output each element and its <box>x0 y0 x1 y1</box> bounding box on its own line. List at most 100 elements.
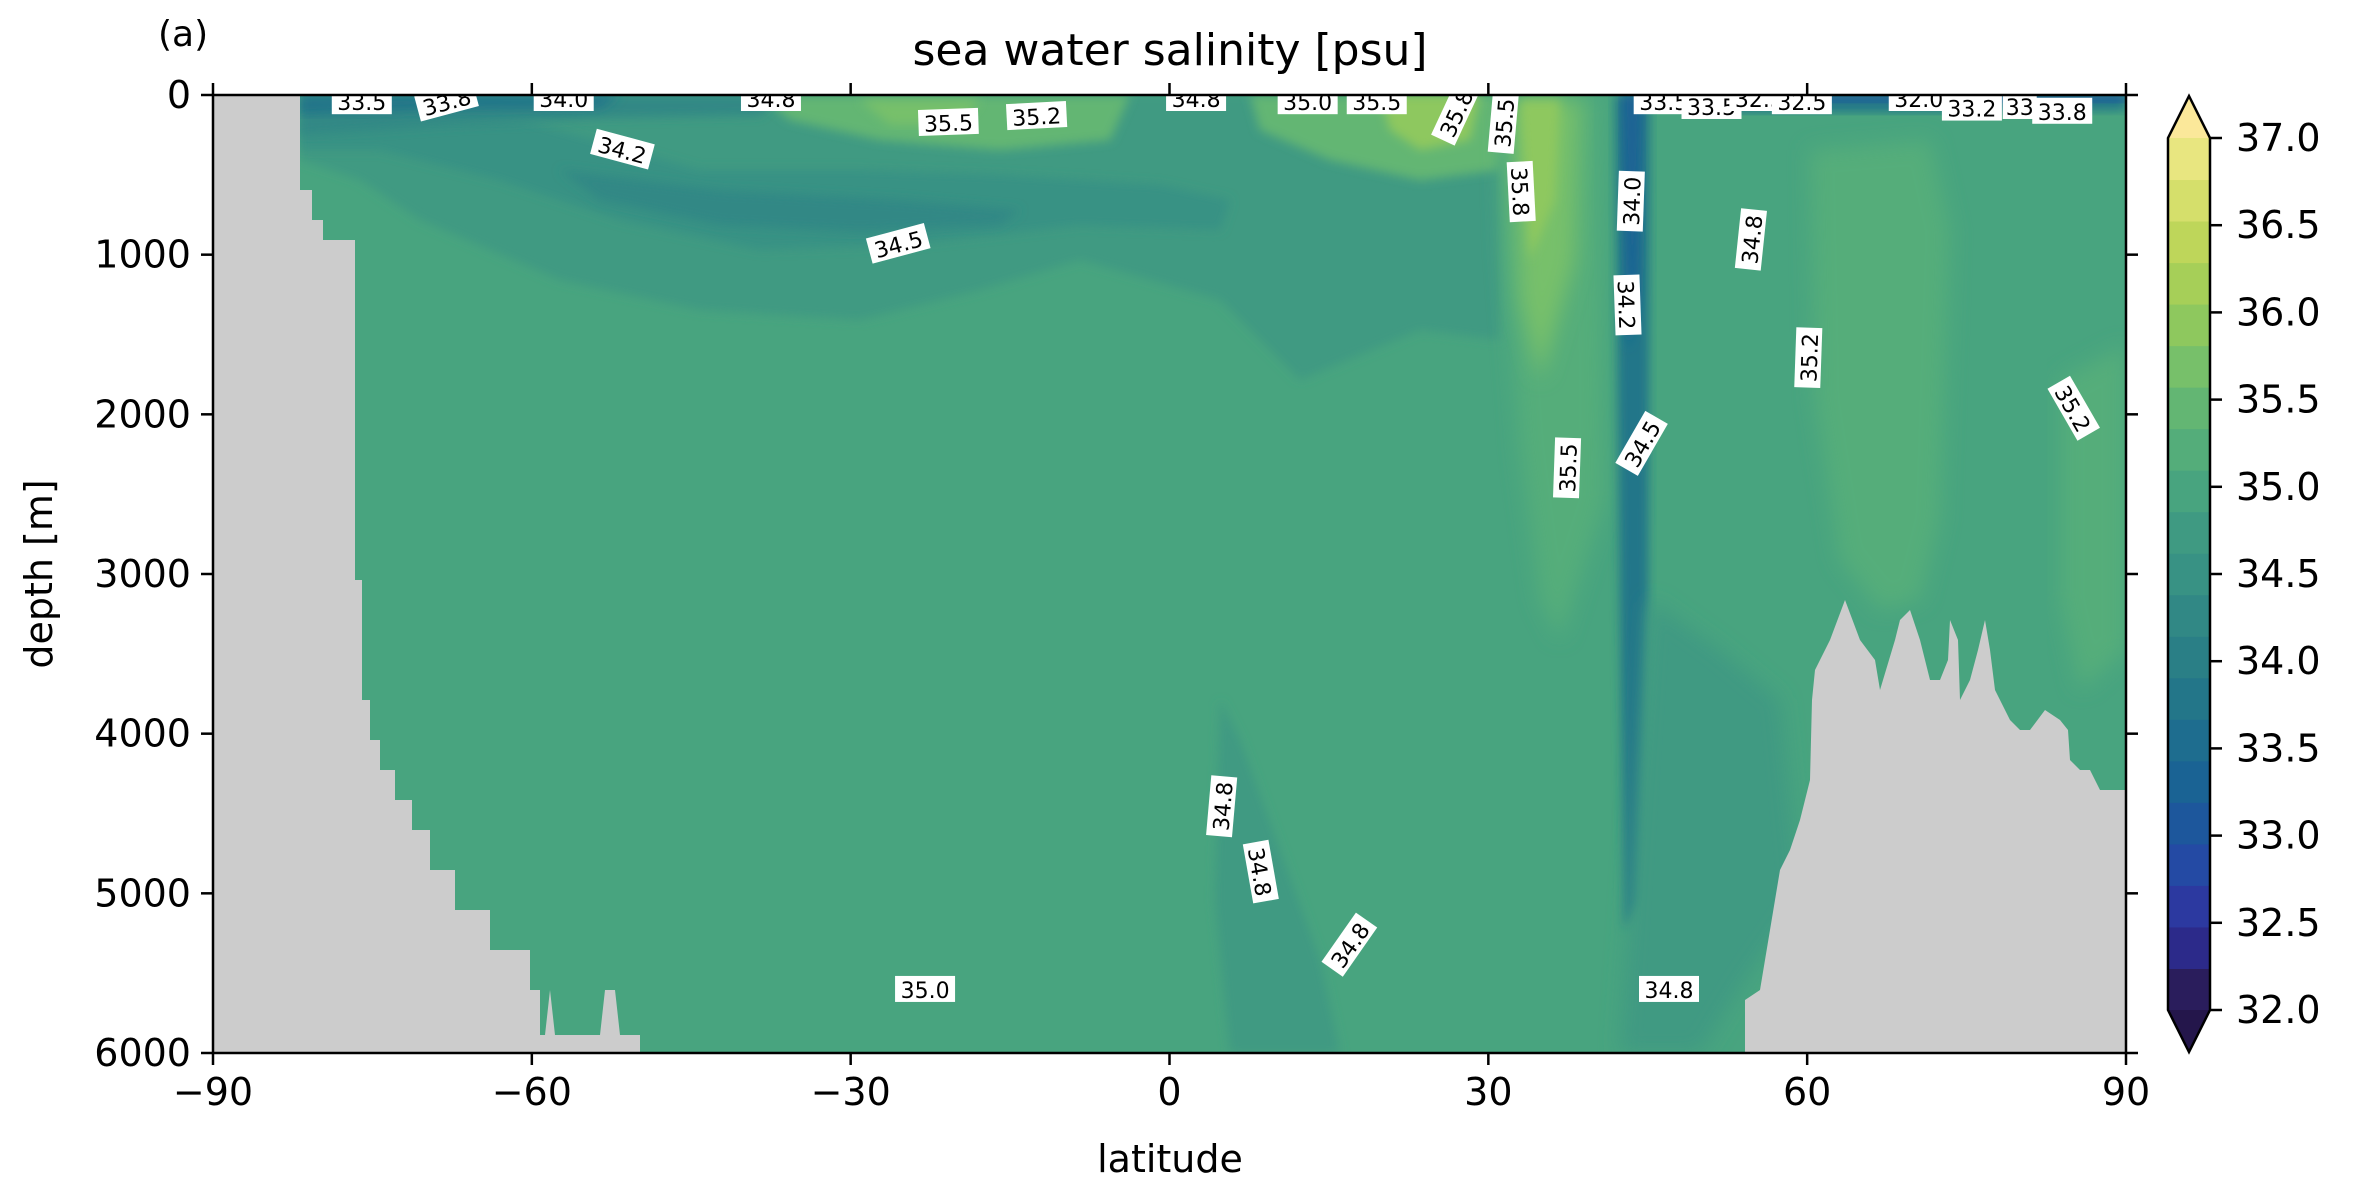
contour-label-text: 32.0 <box>1894 88 1943 113</box>
colorbar-swatch <box>2168 179 2210 222</box>
colorbar-swatch <box>2168 304 2210 347</box>
colorbar-swatch <box>2168 262 2210 305</box>
colorbar-swatch <box>2168 677 2210 720</box>
colorbar-swatch <box>2168 843 2210 886</box>
contour-label-text: 33.5 <box>1687 96 1736 121</box>
contour-label-box <box>1346 95 1407 115</box>
contour-label: 34.8 <box>1734 208 1768 271</box>
contour-label-text: 35.0 <box>901 979 950 1004</box>
contour-label-box <box>740 95 801 111</box>
contour-label-text: 33.5 <box>1639 91 1688 116</box>
contour-label: 34.8 <box>1206 775 1239 838</box>
contour-label-box <box>1616 170 1645 232</box>
north-atlantic-salty-fill <box>1810 140 1950 610</box>
y-tick-label: 1000 <box>94 233 191 277</box>
bathymetry-land <box>213 95 2126 1053</box>
contour-label-box <box>865 223 931 264</box>
colorbar-swatch <box>2168 387 2210 430</box>
colorbar-tick-label: 35.0 <box>2236 465 2321 509</box>
colorbar-swatch <box>2168 553 2210 596</box>
y-tick-label: 6000 <box>94 1031 191 1075</box>
contour-label-box <box>1941 95 2002 121</box>
x-axis-label: latitude <box>1097 1137 1243 1181</box>
contour-label: 35.5 <box>917 107 979 138</box>
contour-label-box <box>590 128 655 170</box>
contour-label-box <box>2032 97 2093 124</box>
colorbar-tick-label: 37.0 <box>2236 116 2321 160</box>
contour-label-text: 32.5 <box>1735 88 1784 113</box>
contour-label-box <box>1681 95 1742 119</box>
contour-label-text: 35.2 <box>1797 333 1824 383</box>
y-axis: 0 1000 2000 3000 4000 5000 6000 <box>94 73 2138 1075</box>
colorbar-swatch <box>2168 470 2210 513</box>
y-tick-label: 4000 <box>94 712 191 756</box>
colorbar-tick-label: 36.0 <box>2236 290 2321 334</box>
contour-label-box <box>1639 975 1700 1002</box>
contour-label-text: 35.5 <box>924 111 974 138</box>
contour-label: 34.8 <box>1639 975 1700 1004</box>
equatorial-deep-fresher-fill <box>1215 700 1340 1053</box>
y-tick-label: 5000 <box>94 871 191 915</box>
contour-label-box <box>2002 95 2037 119</box>
y-tick-label: 2000 <box>94 392 191 436</box>
contour-label-text: 34.2 <box>1612 280 1639 330</box>
contour-label: 35.2 <box>1794 327 1824 389</box>
contour-label: 32.5 <box>1771 95 1832 116</box>
contour-label: 34.8 <box>740 95 801 113</box>
contour-label-box <box>414 95 479 122</box>
contour-label-box <box>1166 95 1227 111</box>
contour-label-text: 33.8 <box>2038 101 2087 126</box>
contour-label-text: 34.8 <box>1210 781 1239 832</box>
colorbar-extend-min <box>2168 1010 2210 1052</box>
colorbar-tick-label: 32.0 <box>2236 988 2321 1032</box>
x-tick-label: −30 <box>811 1070 891 1114</box>
contour-label-box <box>1633 95 1694 115</box>
colorbar-tick-label: 34.5 <box>2236 552 2321 596</box>
contour-label: 35.8 <box>1505 160 1536 223</box>
colorbar-tick-label: 34.0 <box>2236 639 2321 683</box>
contour-label-text: 35.8 <box>1505 167 1533 217</box>
contour-label-box <box>917 107 979 136</box>
colorbar-extend-max <box>2168 96 2210 138</box>
colorbar-tick-label: 32.5 <box>2236 901 2321 945</box>
colorbar-swatch <box>2168 719 2210 762</box>
contour-label: 34.0 <box>1616 170 1647 232</box>
contour-label-text: 33.5 <box>337 91 386 116</box>
contour-label-text: 35.5 <box>1491 98 1520 149</box>
contour-label: 34.8 <box>1166 88 1227 113</box>
colorbar-swatch <box>2168 428 2210 471</box>
colorbar-swatch <box>2168 885 2210 928</box>
contour-label: 33.5 <box>331 91 392 116</box>
contour-label-box <box>533 95 594 111</box>
contour-label: 35.0 <box>1277 95 1338 116</box>
contour-label: 34.2 <box>1612 274 1642 336</box>
contour-label-text: 34.8 <box>1172 88 1221 113</box>
contour-label: 33.5 <box>1633 91 1694 116</box>
x-tick-label: 30 <box>1464 1070 1512 1114</box>
contour-label: 35.2 <box>1005 101 1068 132</box>
x-tick-label: −60 <box>492 1070 572 1114</box>
x-tick-label: −90 <box>173 1070 253 1114</box>
contour-label-text: 35.5 <box>1556 443 1583 493</box>
contour-label: 33.2 <box>1941 95 2002 123</box>
colorbar-swatch <box>2168 802 2210 845</box>
contour-label: 35.0 <box>895 975 956 1004</box>
contour-label-box <box>331 95 392 115</box>
contour-label: 34.0 <box>533 95 594 113</box>
colorbar-swatch <box>2168 594 2210 637</box>
contour-label-text: 35.5 <box>1352 91 1401 116</box>
colorbar-swatch <box>2168 636 2210 679</box>
contour-label-box <box>1242 839 1279 904</box>
y-axis-label: depth [m] <box>17 479 61 668</box>
colorbar-swatch <box>2168 968 2210 1011</box>
plot-area: 33.5 33.8 34.034.234.835.5 35.234.534.8 35.0… <box>213 88 2126 1053</box>
contour-label-box <box>1321 912 1378 977</box>
contour-label-box <box>1506 160 1536 223</box>
colorbar-swatch <box>2168 511 2210 554</box>
contour-label-text: 33 <box>2006 96 2034 121</box>
contour-label-box <box>1553 437 1582 499</box>
contour-label-box <box>895 975 956 1002</box>
chart-title: sea water salinity [psu] <box>912 25 1427 76</box>
colorbar-tick-label: 33.0 <box>2236 814 2321 858</box>
